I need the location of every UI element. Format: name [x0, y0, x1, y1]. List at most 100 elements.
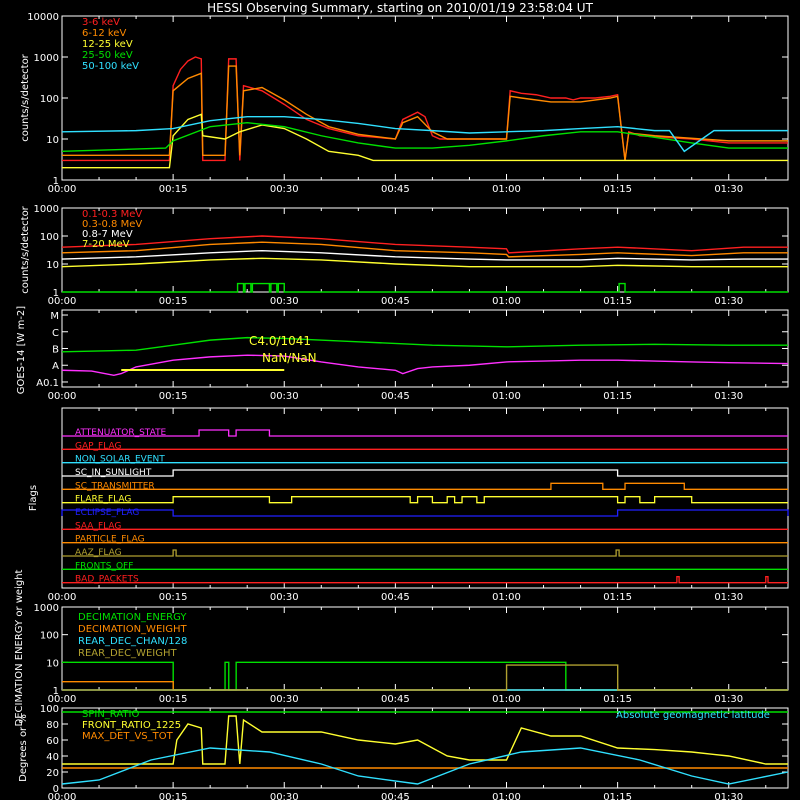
ratios-legend-entry: FRONT_RATIO_1225 — [82, 720, 181, 731]
goes-xtick-label: 00:15 — [159, 391, 188, 402]
goes-ytick-label: M — [50, 311, 59, 322]
ratios-frame — [61, 707, 789, 789]
goes-annotation: C4.0/1041 — [249, 334, 311, 348]
flag-label: FLARE_FLAG — [75, 495, 131, 505]
ratios-xtick-label: 00:15 — [159, 792, 188, 800]
goes-xtick-label: 01:00 — [492, 391, 521, 402]
flag-line — [62, 482, 788, 490]
hxr-series-line — [62, 65, 788, 161]
decimation-ytick-label: 10 — [46, 658, 59, 669]
hxr-series-line — [62, 113, 788, 169]
hxr-legend-entry: 25-50 keV — [82, 50, 133, 61]
gamma-series-line — [61, 257, 788, 268]
ratios-ylabel: Degrees or % — [18, 714, 29, 782]
hxr-xtick-label: 00:30 — [270, 184, 299, 195]
flag-label: SC_IN_SUNLIGHT — [75, 468, 152, 478]
ratios-legend-entry: Absolute geomagnetic latitude — [616, 710, 770, 721]
ratios-xtick-label: 00:45 — [381, 792, 410, 800]
decimation-xtick-label: 00:45 — [381, 694, 410, 705]
decimation-legend-entry: DECIMATION_ENERGY — [78, 612, 187, 623]
hxr-series-line — [62, 56, 788, 162]
decimation-ylabel: DECIMATION ENERGY or weight — [14, 569, 25, 726]
flags-xtick-label: 01:15 — [603, 592, 632, 603]
ratios-series-line — [62, 715, 788, 765]
decimation-series-line — [62, 664, 788, 691]
decimation-xtick-label: 01:00 — [492, 694, 521, 705]
gamma-xtick-label: 00:45 — [381, 296, 410, 307]
gamma-series-line — [61, 235, 788, 254]
goes-annotation: NaN/NaN — [262, 351, 317, 365]
decimation-series-line — [62, 680, 788, 691]
goes-series-line — [61, 354, 789, 376]
flag-label: GAP_FLAG — [75, 441, 121, 451]
decimation-ytick-label: 1 — [53, 686, 59, 697]
goes-ylabel: GOES-14 [W m-2] — [16, 306, 27, 394]
flag-label: SAA_FLAG — [75, 521, 121, 531]
decimation-xtick-label: 00:30 — [270, 694, 299, 705]
flags-xtick-label: 01:00 — [492, 592, 521, 603]
flag-label: NON_SOLAR_EVENT — [75, 455, 165, 465]
hxr-xtick-label: 01:15 — [603, 184, 632, 195]
goes-series-line — [61, 336, 788, 353]
decimation-xtick-label: 00:00 — [48, 694, 77, 705]
ratios-legend-entry: MAX_DET_VS_TOT — [82, 731, 174, 742]
decimation-ytick-label: 1000 — [34, 603, 59, 614]
hxr-legend-entry: 50-100 keV — [82, 61, 139, 72]
decimation-ytick-label: 100 — [40, 631, 59, 642]
hxr-xtick-label: 01:00 — [492, 184, 521, 195]
gamma-xtick-label: 01:00 — [492, 296, 521, 307]
gamma-ytick-label: 1 — [53, 288, 59, 299]
ratios-xtick-label: 00:00 — [48, 792, 77, 800]
ratios-ytick-label: 40 — [46, 752, 59, 763]
ratios-xtick-label: 01:30 — [714, 792, 743, 800]
goes-xtick-label: 00:45 — [381, 391, 410, 402]
gamma-legend-entry: 7-20 MeV — [82, 239, 130, 250]
flag-label: FRONTS_OFF — [75, 561, 133, 571]
hxr-xtick-label: 00:45 — [381, 184, 410, 195]
flags-xtick-label: 00:15 — [159, 592, 188, 603]
hxr-xtick-label: 00:00 — [48, 184, 77, 195]
flags-xtick-label: 00:45 — [381, 592, 410, 603]
gamma-ylabel: counts/s/detector — [20, 205, 31, 293]
decimation-xtick-label: 01:15 — [603, 694, 632, 705]
hxr-legend-entry: 3-6 keV — [82, 17, 120, 28]
hxr-xtick-label: 00:15 — [159, 184, 188, 195]
goes-xtick-label: 01:30 — [714, 391, 743, 402]
flag-label: BAD_PACKETS — [75, 575, 139, 585]
hxr-legend-entry: 12-25 keV — [82, 39, 133, 50]
goes-ytick-label: B — [52, 345, 59, 356]
goes-ytick-label: A0.1 — [36, 378, 59, 389]
flag-label: ECLIPSE_FLAG — [75, 508, 139, 518]
hxr-ytick-label: 100 — [40, 94, 59, 105]
hxr-xtick-label: 01:30 — [714, 184, 743, 195]
decimation-legend-entry: REAR_DEC_CHAN/128 — [78, 636, 187, 647]
flag-line — [61, 509, 789, 517]
flag-line — [62, 496, 788, 504]
gamma-series-line — [61, 249, 788, 261]
ratios-ytick-label: 80 — [46, 720, 59, 731]
goes-ytick-label: A — [52, 361, 59, 372]
gamma-xtick-label: 01:30 — [714, 296, 743, 307]
goes-xtick-label: 01:15 — [603, 391, 632, 402]
gamma-xtick-label: 00:00 — [48, 296, 77, 307]
decimation-xtick-label: 00:15 — [159, 694, 188, 705]
flags-frame — [61, 407, 789, 589]
gamma-ytick-label: 100 — [40, 232, 59, 243]
hxr-ytick-label: 1000 — [34, 53, 59, 64]
flags-xtick-label: 00:30 — [270, 592, 299, 603]
decimation-legend-entry: REAR_DEC_WEIGHT — [78, 648, 177, 659]
flag-label: ATTENUATOR_STATE — [75, 428, 167, 438]
gamma-series-line — [61, 241, 788, 258]
gamma-ytick-label: 1000 — [34, 204, 59, 215]
flag-line — [62, 576, 788, 584]
flag-label: PARTICLE_FLAG — [75, 535, 145, 545]
gamma-legend-entry: 0.1-0.3 MeV — [82, 209, 142, 220]
ratios-ytick-label: 60 — [46, 736, 59, 747]
goes-xtick-label: 00:00 — [48, 391, 77, 402]
hxr-legend-entry: 6-12 keV — [82, 28, 126, 39]
decimation-legend-entry: DECIMATION_WEIGHT — [78, 624, 187, 635]
hxr-series-line — [61, 121, 788, 153]
ratios-ytick-label: 100 — [40, 704, 59, 715]
flag-label: AAZ_FLAG — [75, 548, 122, 558]
gamma-ytick-label: 10 — [46, 260, 59, 271]
